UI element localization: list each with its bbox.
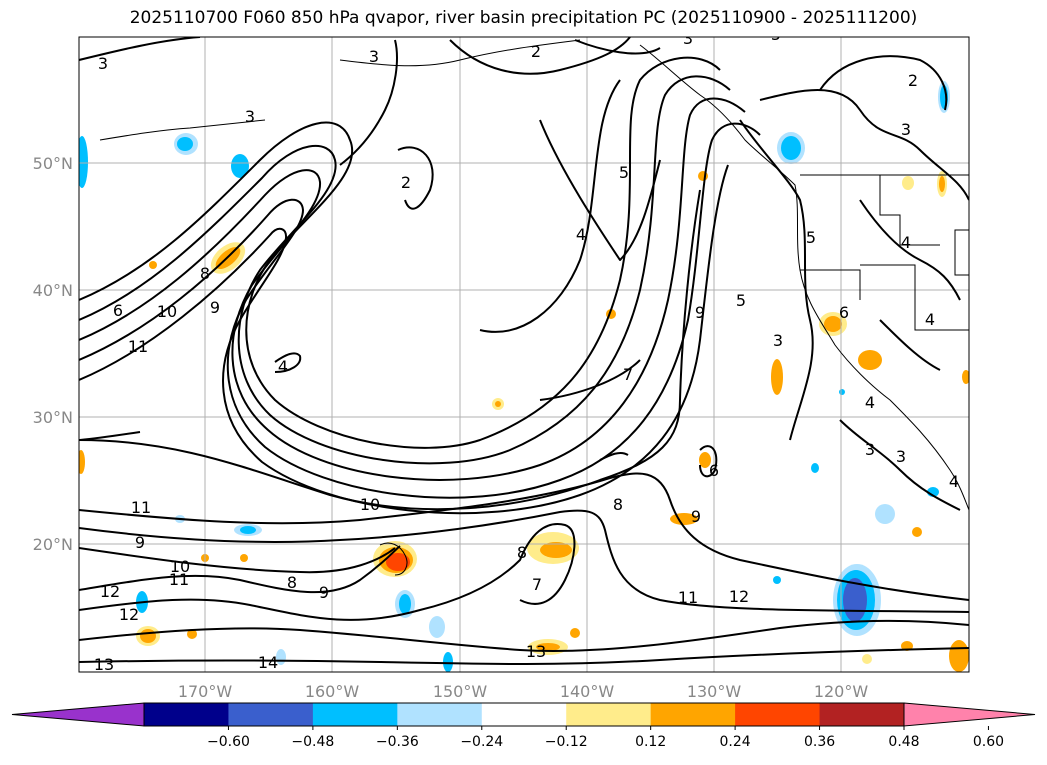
latitude-labels: 50°N 40°N 30°N 20°N (33, 154, 73, 554)
colorbar-segment (819, 703, 905, 726)
contour-label: 3 (369, 47, 379, 66)
longitude-label: 120°W (814, 682, 869, 701)
qvapor-contours (79, 37, 969, 665)
contour-label: 4 (925, 310, 935, 329)
contour-label: 9 (135, 533, 145, 552)
contour-label: 4 (576, 225, 586, 244)
contour-label: 8 (613, 495, 623, 514)
contour-label: 6 (709, 461, 719, 480)
contour-label: 9 (691, 507, 701, 526)
plot-frame (78, 36, 970, 673)
colorbar-segment (397, 703, 483, 726)
contour-label: 6 (839, 303, 849, 322)
contour-label: 7 (532, 575, 542, 594)
contour-label: 3 (865, 440, 875, 459)
contour-label: 7 (623, 365, 633, 384)
contour-label: 10 (360, 495, 380, 514)
colorbar-segment (144, 703, 229, 726)
latitude-label: 20°N (33, 535, 73, 554)
colorbar-tick-label: −0.60 (207, 734, 250, 750)
longitude-label: 130°W (687, 682, 742, 701)
contour-label: 9 (210, 298, 220, 317)
colorbar-tick-label: −0.48 (291, 734, 334, 750)
contour-label: 10 (157, 302, 177, 321)
colorbar-extend-low (11, 702, 145, 727)
longitude-label: 140°W (560, 682, 615, 701)
contour-label: 5 (736, 291, 746, 310)
colorbar-tick-label: 0.60 (973, 734, 1004, 750)
colorbar-tick-label: 0.24 (720, 734, 751, 750)
contour-label: 3 (245, 107, 255, 126)
colorbar-segment (566, 703, 652, 726)
contour-label: 2 (908, 71, 918, 90)
colorbar-frame (143, 702, 905, 727)
colorbar-segment (312, 703, 398, 726)
contour-label: 8 (287, 573, 297, 592)
contour-label: 9 (319, 583, 329, 602)
contour-label: 4 (901, 233, 911, 252)
map-title: 2025110700 F060 850 hPa qvapor, river ba… (129, 8, 918, 28)
contour-label: 12 (729, 587, 749, 606)
contour-label: 4 (865, 393, 875, 412)
contour-label: 2 (531, 42, 541, 61)
contour-label: 6 (113, 301, 123, 320)
coastlines (99, 39, 969, 576)
contour-label: 4 (278, 357, 288, 376)
contour-label: 12 (100, 582, 120, 601)
contour-label: 3 (683, 29, 693, 48)
contour-label: 14 (258, 653, 278, 672)
contour-label: 8 (200, 264, 210, 283)
colorbar-tick-label: −0.36 (376, 734, 419, 750)
contour-label: 11 (169, 570, 189, 589)
contour-label: 11 (128, 337, 148, 356)
colorbar-tick-label: 0.36 (804, 734, 835, 750)
longitude-label: 170°W (178, 682, 233, 701)
latitude-label: 30°N (33, 408, 73, 427)
colorbar-segment (481, 703, 567, 726)
contour-label: 3 (98, 54, 108, 73)
contour-label: 11 (678, 588, 698, 607)
contour-label: 5 (619, 163, 629, 182)
contour-label: 2 (401, 173, 411, 192)
colorbar-tick-label: −0.24 (460, 734, 503, 750)
colorbar: −0.60 −0.48 −0.36 −0.24 −0.12 0.12 0.24 0.36 0.4… (11, 702, 1036, 750)
colorbar-tick-label: 0.12 (635, 734, 666, 750)
longitude-label: 150°W (433, 682, 488, 701)
contour-label: 4 (949, 472, 959, 491)
longitude-label: 160°W (305, 682, 360, 701)
contour-label: 9 (695, 303, 705, 322)
contour-label: 3 (901, 120, 911, 139)
colorbar-tick-label: −0.12 (545, 734, 588, 750)
latitude-label: 40°N (33, 281, 73, 300)
contour-label: 11 (131, 498, 151, 517)
contour-label: 13 (94, 655, 114, 674)
contour-label: 12 (119, 605, 139, 624)
latitude-label: 50°N (33, 154, 73, 173)
colorbar-tick-label: 0.48 (888, 734, 919, 750)
colorbar-segment (228, 703, 314, 726)
contour-label: 3 (896, 447, 906, 466)
longitude-labels: 170°W 160°W 150°W 140°W 130°W 120°W (178, 682, 869, 701)
contour-label: 8 (517, 543, 527, 562)
contour-label: 10 (170, 557, 190, 576)
contour-label: 3 (773, 331, 783, 350)
contour-label: 5 (771, 25, 781, 44)
contour-label: 13 (526, 642, 546, 661)
graticule (79, 37, 969, 672)
colorbar-segment (735, 703, 821, 726)
colorbar-extend-high (903, 702, 1036, 727)
colorbar-segment (650, 703, 736, 726)
contour-label: 5 (806, 228, 816, 247)
